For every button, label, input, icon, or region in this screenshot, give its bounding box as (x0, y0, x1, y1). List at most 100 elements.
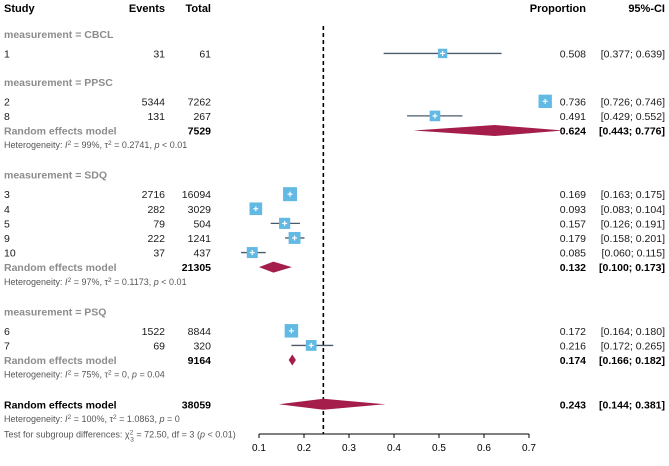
study-total: 16094 (182, 189, 211, 201)
header-ci: 95%-CI (628, 3, 665, 15)
study-ci: [0.126; 0.191] (601, 218, 665, 230)
study-total: 437 (193, 248, 211, 260)
study-events: 131 (147, 111, 165, 123)
row-pooled: Random effects model 21305 0.132 [0.100; 0.… (4, 261, 665, 274)
header-study: Study (4, 3, 35, 15)
heterogeneity-text: Heterogeneity: I2 = 75%, τ2 = 0, p = 0.0… (4, 369, 165, 380)
row-study: 10 37 437 0.085 [0.060; 0.115] (4, 247, 665, 260)
study-ci: [0.172; 0.265] (601, 340, 665, 352)
pooled-total: 7529 (188, 126, 212, 138)
group-label: measurement = CBCL (4, 29, 114, 41)
row-study: 4 282 3029 0.093 [0.083; 0.104] (4, 202, 665, 216)
study-ci: [0.429; 0.552] (601, 111, 665, 123)
pooled-diamond (288, 354, 296, 366)
row-overall: Random effects model 38059 0.243 [0.144; 0.… (4, 398, 665, 411)
study-ci: [0.060; 0.115] (602, 248, 666, 260)
x-tick-label: 0.2 (297, 443, 311, 454)
x-tick-label: 0.3 (342, 443, 356, 454)
study-proportion: 0.736 (560, 96, 586, 108)
row-het: Heterogeneity: I2 = 99%, τ2 = 0.2741, p … (4, 140, 187, 151)
study-proportion: 0.216 (560, 340, 586, 352)
study-proportion: 0.093 (560, 204, 586, 216)
study-proportion: 0.157 (560, 218, 586, 230)
header-proportion: Proportion (530, 3, 586, 15)
row-group: measurement = SDQ (4, 170, 107, 182)
study-proportion: 0.179 (560, 233, 586, 245)
pooled-label: Random effects model (4, 126, 117, 138)
study-proportion: 0.085 (560, 248, 586, 260)
study-id: 2 (4, 96, 10, 108)
study-ci: [0.163; 0.175] (601, 189, 665, 201)
study-events: 1522 (142, 326, 166, 338)
row-group: measurement = CBCL (4, 29, 114, 41)
study-events: 79 (153, 218, 165, 230)
pooled-diamond (278, 398, 386, 410)
group-label: measurement = SDQ (4, 170, 107, 182)
pooled-proportion: 0.624 (560, 126, 586, 138)
subgroup-test-text: Test for subgroup differences: χ2 3 = 72.… (4, 429, 236, 443)
study-events: 222 (147, 233, 165, 245)
group-label: measurement = PSQ (4, 306, 106, 318)
pooled-label: Random effects model (4, 262, 117, 274)
study-events: 69 (153, 340, 165, 352)
row-study: 9 222 1241 0.179 [0.158; 0.201] (4, 232, 665, 245)
study-proportion: 0.169 (560, 189, 586, 201)
pooled-diamond (413, 125, 564, 137)
row-study: 1 31 61 0.508 [0.377; 0.639] (4, 48, 665, 60)
row-study: 6 1522 8844 0.172 [0.164; 0.180] (4, 324, 665, 338)
pooled-total: 9164 (188, 355, 212, 367)
study-id: 5 (4, 218, 10, 230)
header-events: Events (129, 3, 165, 15)
header-total: Total (186, 3, 211, 15)
pooled-diamond (259, 261, 292, 273)
pooled-proportion: 0.174 (560, 355, 586, 367)
row-pooled: Random effects model 7529 0.624 [0.443; 0.7… (4, 125, 665, 138)
row-pooled: Random effects model 9164 0.174 [0.166; 0.1… (4, 354, 665, 367)
study-proportion: 0.491 (560, 111, 586, 123)
pooled-ci: [0.100; 0.173] (599, 262, 665, 274)
pooled-total: 21305 (182, 262, 211, 274)
study-id: 7 (4, 340, 10, 352)
row-group: measurement = PSQ (4, 306, 106, 318)
heterogeneity-text: Heterogeneity: I2 = 100%, τ2 = 1.0863, p… (4, 413, 180, 424)
study-proportion: 0.508 (560, 48, 586, 60)
study-id: 6 (4, 326, 10, 338)
pooled-ci: [0.443; 0.776] (599, 126, 665, 138)
row-study: 3 2716 16094 0.169 [0.163; 0.175] (4, 187, 665, 201)
study-ci: [0.377; 0.639] (601, 48, 665, 60)
study-id: 10 (4, 248, 16, 260)
study-total: 320 (193, 340, 211, 352)
row-study: 2 5344 7262 0.736 [0.726; 0.746] (4, 94, 665, 108)
pooled-proportion: 0.132 (560, 262, 586, 274)
study-total: 267 (193, 111, 211, 123)
study-total: 8844 (188, 326, 212, 338)
row-study: 5 79 504 0.157 [0.126; 0.191] (4, 217, 665, 230)
row-subgroup: Test for subgroup differences: χ2 3 = 72.… (4, 429, 236, 443)
study-id: 9 (4, 233, 10, 245)
study-total: 1241 (188, 233, 212, 245)
x-tick-label: 0.6 (477, 443, 491, 454)
x-tick-label: 0.5 (432, 443, 446, 454)
pooled-label: Random effects model (4, 355, 117, 367)
study-id: 1 (4, 48, 10, 60)
pooled-proportion: 0.243 (560, 399, 586, 411)
study-id: 3 (4, 189, 10, 201)
heterogeneity-text: Heterogeneity: I2 = 97%, τ2 = 0.1173, p … (4, 276, 187, 287)
row-study: 7 69 320 0.216 [0.172; 0.265] (4, 340, 665, 352)
study-total: 7262 (188, 96, 212, 108)
study-events: 282 (147, 204, 165, 216)
study-ci: [0.164; 0.180] (601, 326, 665, 338)
study-events: 2716 (142, 189, 166, 201)
pooled-label: Random effects model (4, 399, 117, 411)
study-total: 504 (193, 218, 211, 230)
study-total: 61 (199, 48, 211, 60)
study-events: 37 (153, 248, 165, 260)
row-het: Heterogeneity: I2 = 100%, τ2 = 1.0863, p… (4, 413, 180, 424)
row-het: Heterogeneity: I2 = 75%, τ2 = 0, p = 0.0… (4, 369, 165, 380)
x-axis: 0.1 0.2 0.3 0.4 0.5 0.6 0.7 (252, 433, 536, 454)
study-proportion: 0.172 (560, 326, 586, 338)
table-header: Study Events Total Proportion 95%-CI (4, 3, 665, 15)
row-study: 8 131 267 0.491 [0.429; 0.552] (4, 110, 665, 123)
pooled-total: 38059 (182, 399, 211, 411)
